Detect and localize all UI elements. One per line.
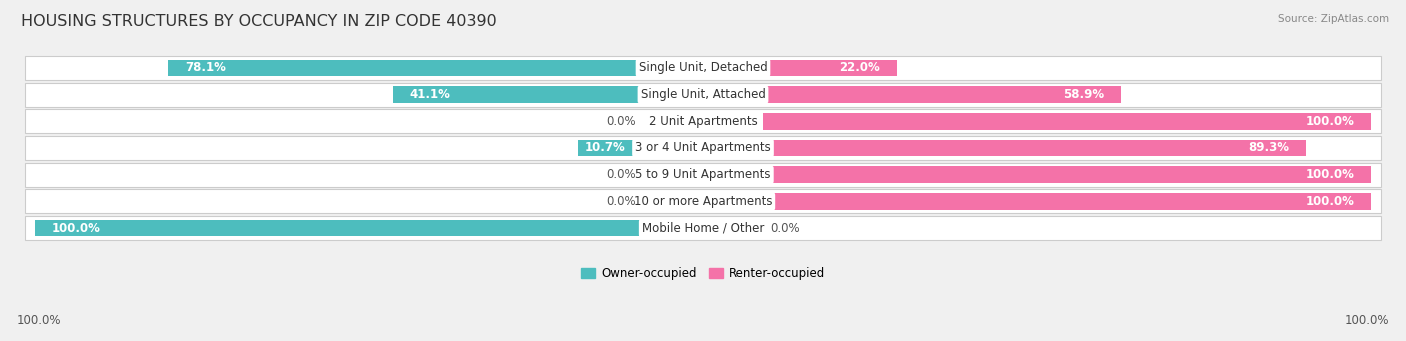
Text: 58.9%: 58.9% <box>1063 88 1105 101</box>
Bar <box>25 216 1381 240</box>
Bar <box>763 86 1121 103</box>
Text: 10 or more Apartments: 10 or more Apartments <box>634 195 772 208</box>
Text: 0.0%: 0.0% <box>606 115 636 128</box>
Bar <box>25 109 1381 133</box>
Bar <box>25 163 1381 187</box>
Bar <box>763 60 897 76</box>
Text: 3 or 4 Unit Apartments: 3 or 4 Unit Apartments <box>636 142 770 154</box>
Bar <box>578 140 643 156</box>
Text: 10.7%: 10.7% <box>585 142 626 154</box>
Text: 41.1%: 41.1% <box>409 88 451 101</box>
Text: 100.0%: 100.0% <box>52 222 101 235</box>
Bar <box>25 189 1381 213</box>
Text: HOUSING STRUCTURES BY OCCUPANCY IN ZIP CODE 40390: HOUSING STRUCTURES BY OCCUPANCY IN ZIP C… <box>21 14 496 29</box>
Text: 100.0%: 100.0% <box>1305 195 1354 208</box>
Text: 5 to 9 Unit Apartments: 5 to 9 Unit Apartments <box>636 168 770 181</box>
Text: 100.0%: 100.0% <box>1305 115 1354 128</box>
Text: 0.0%: 0.0% <box>606 168 636 181</box>
Bar <box>394 86 643 103</box>
Text: 89.3%: 89.3% <box>1249 142 1289 154</box>
Bar <box>763 166 1371 183</box>
Text: Source: ZipAtlas.com: Source: ZipAtlas.com <box>1278 14 1389 24</box>
Text: 0.0%: 0.0% <box>770 222 800 235</box>
Text: 100.0%: 100.0% <box>1344 314 1389 327</box>
Text: Single Unit, Attached: Single Unit, Attached <box>641 88 765 101</box>
Text: Single Unit, Detached: Single Unit, Detached <box>638 61 768 74</box>
Text: Mobile Home / Other: Mobile Home / Other <box>641 222 765 235</box>
Text: 2 Unit Apartments: 2 Unit Apartments <box>648 115 758 128</box>
Bar <box>35 220 643 236</box>
Text: 100.0%: 100.0% <box>17 314 62 327</box>
Text: 100.0%: 100.0% <box>1305 168 1354 181</box>
Bar <box>25 83 1381 106</box>
Bar <box>763 140 1306 156</box>
Bar <box>25 136 1381 160</box>
Bar <box>169 60 643 76</box>
Text: 78.1%: 78.1% <box>184 61 226 74</box>
Text: 0.0%: 0.0% <box>606 195 636 208</box>
Legend: Owner-occupied, Renter-occupied: Owner-occupied, Renter-occupied <box>576 262 830 284</box>
Bar <box>763 113 1371 130</box>
Bar <box>763 193 1371 210</box>
Text: 22.0%: 22.0% <box>839 61 880 74</box>
Bar <box>25 56 1381 80</box>
